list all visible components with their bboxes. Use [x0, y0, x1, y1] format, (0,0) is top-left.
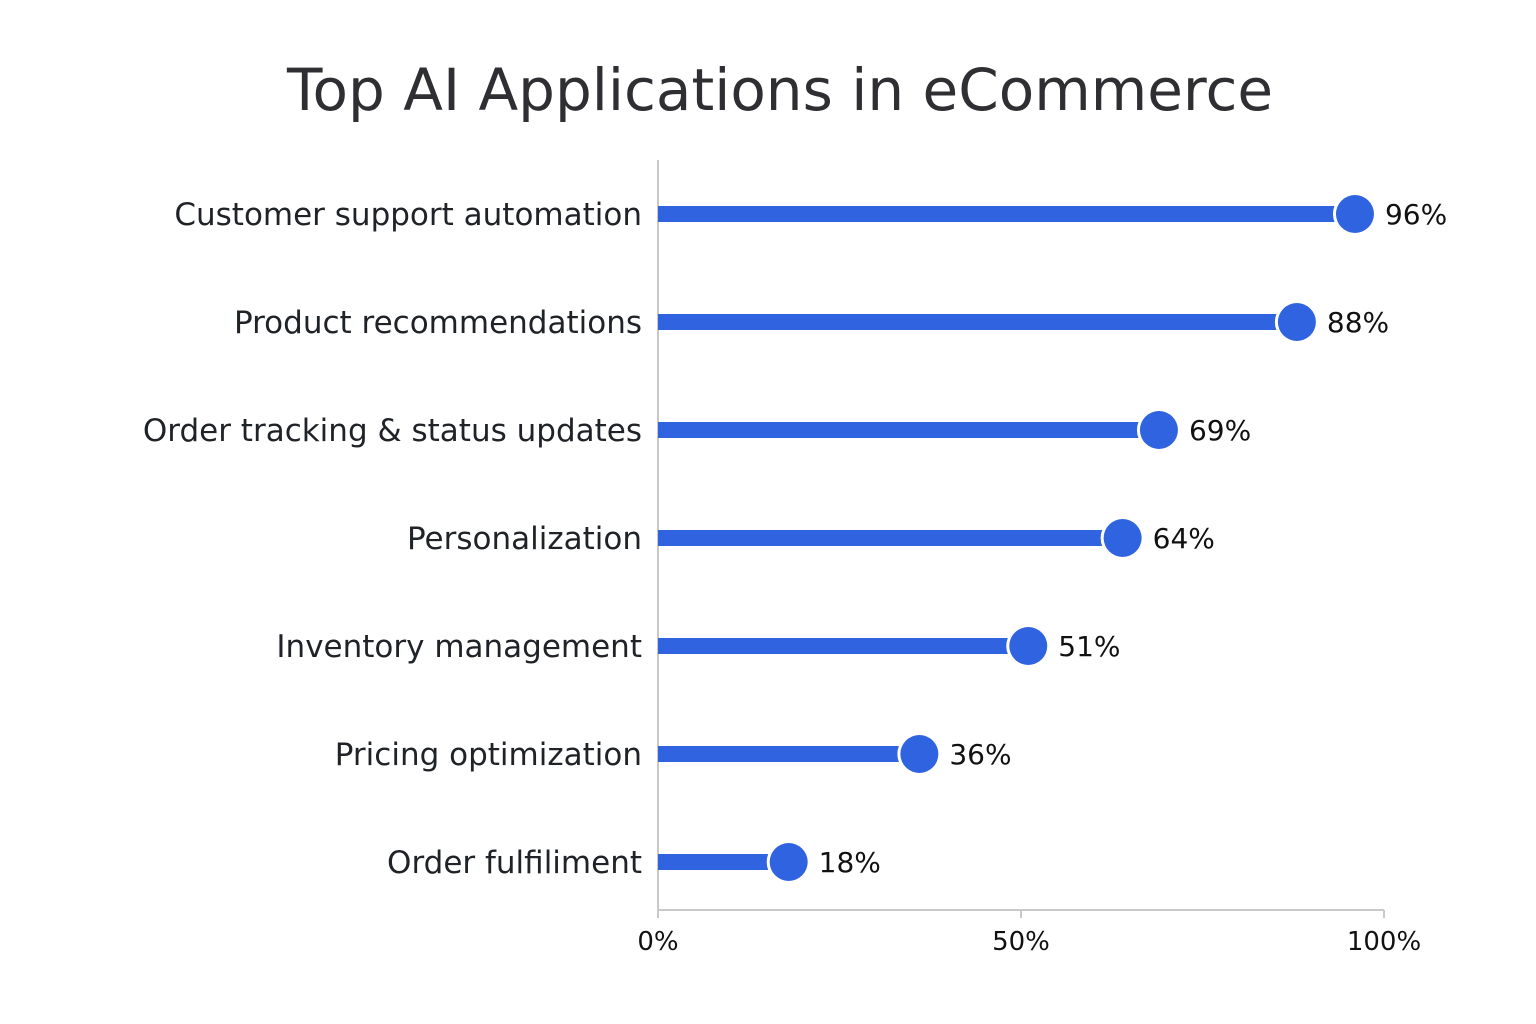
- value-label: 88%: [1327, 306, 1389, 339]
- bar-dot: [769, 843, 808, 881]
- bar-stem: [658, 854, 789, 870]
- bar-dot: [900, 735, 939, 773]
- bar-dot: [1103, 519, 1142, 557]
- bar-dot: [1277, 303, 1316, 341]
- bar-dot: [1139, 411, 1178, 449]
- bar-stem: [658, 314, 1297, 330]
- bar-stem: [658, 206, 1355, 222]
- category-label: Order tracking & status updates: [143, 413, 642, 449]
- x-tick-label: 100%: [1347, 927, 1421, 957]
- value-label: 69%: [1189, 414, 1251, 447]
- value-label: 18%: [819, 846, 881, 879]
- bar-stem: [658, 638, 1029, 654]
- value-label: 36%: [949, 738, 1011, 771]
- category-label: Product recommendations: [234, 305, 642, 341]
- category-label: Order fulfiliment: [387, 845, 642, 881]
- x-tick-label: 0%: [637, 927, 678, 957]
- value-label: 64%: [1153, 522, 1215, 555]
- x-tick-label: 50%: [992, 927, 1050, 957]
- bar-stem: [658, 422, 1159, 438]
- value-label: 96%: [1385, 198, 1447, 231]
- bar-stem: [658, 746, 920, 762]
- bar-series: [658, 192, 1377, 884]
- bar-stem: [658, 530, 1123, 546]
- chart-title: Top AI Applications in eCommerce: [286, 56, 1273, 124]
- axes: 0% 50% 100%: [637, 160, 1421, 957]
- category-labels: Customer support automation 96% Product re…: [143, 197, 1447, 881]
- category-label: Personalization: [407, 521, 642, 557]
- value-label: 51%: [1058, 630, 1120, 663]
- bar-dot: [1009, 627, 1048, 665]
- category-label: Pricing optimization: [335, 737, 642, 773]
- bar-dot: [1335, 195, 1374, 233]
- category-label: Inventory management: [276, 629, 642, 665]
- category-label: Customer support automation: [174, 197, 642, 233]
